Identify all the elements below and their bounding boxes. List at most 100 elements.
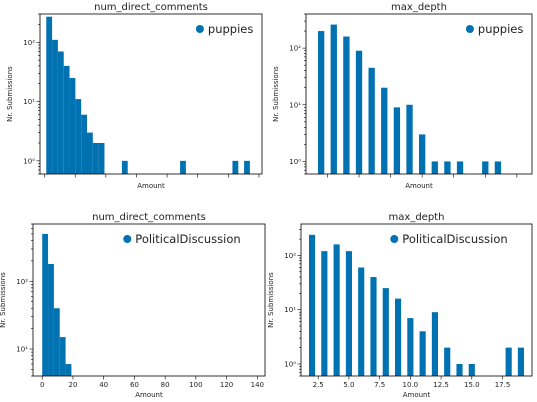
x-tick-label: 5.0 — [343, 381, 354, 389]
y-tick-label: 10² — [284, 252, 296, 260]
bar — [81, 114, 88, 174]
x-tick-label: 100 — [189, 381, 202, 389]
legend-label: puppies — [478, 22, 523, 36]
legend-marker — [390, 235, 399, 243]
y-axis-label: Nr. Submissions — [6, 66, 14, 122]
x-axis-label: Amount — [135, 391, 163, 399]
bar — [355, 50, 363, 174]
chart-panel-2: 10⁰ 10¹ 10² max_depth Amount Nr. Submissions p… — [272, 2, 533, 190]
chart-title: num_direct_comments — [94, 2, 208, 13]
bar — [419, 134, 426, 174]
legend-marker — [195, 25, 204, 33]
bar — [52, 39, 58, 174]
x-tick-label: 20 — [68, 381, 77, 389]
x-tick-label: 80 — [161, 381, 170, 389]
plot-frame — [305, 13, 533, 175]
bar — [494, 161, 502, 174]
legend: puppies — [195, 22, 253, 36]
bar — [48, 263, 54, 376]
bar — [121, 160, 128, 174]
bar — [505, 347, 512, 376]
bar — [321, 251, 328, 376]
bar — [381, 87, 388, 174]
bar — [431, 161, 438, 174]
chart-panel-4: 10⁰ 10¹ 10² 2.5 5.0 7.5 10.0 12.5 15.0 17.5 max_de… — [267, 212, 533, 399]
bar — [42, 233, 49, 376]
bar — [46, 16, 53, 175]
y-tick-label: 10¹ — [16, 346, 28, 354]
legend-marker — [123, 235, 132, 243]
bar — [180, 160, 186, 174]
bar — [393, 107, 401, 174]
bar — [419, 331, 426, 376]
bar — [333, 244, 340, 376]
y-axis-label: Nr. Submissions — [272, 66, 280, 122]
legend: PoliticalDiscussion — [390, 232, 508, 246]
legend: puppies — [465, 22, 523, 36]
y-tick-label: 10² — [289, 45, 301, 53]
x-tick-label: 140 — [251, 381, 264, 389]
bar — [444, 161, 451, 174]
bar — [431, 312, 439, 376]
bar — [92, 143, 99, 174]
x-axis-label: Amount — [137, 182, 165, 190]
bar — [482, 161, 489, 174]
chart-panel-1: 10⁰ 10¹ 10² num_direct_comments Amount Nr. Su… — [6, 2, 263, 190]
chart-panel-3: 10¹ 10² 0 20 40 60 80 100 120 140 num_direct_comme… — [0, 212, 266, 399]
y-tick-label: 10¹ — [23, 98, 35, 106]
plot-frame — [39, 13, 263, 175]
bar — [330, 24, 337, 174]
x-axis-label: Amount — [403, 391, 431, 399]
x-tick-label: 7.5 — [374, 381, 385, 389]
y-axis-label: Nr. Submissions — [0, 272, 7, 328]
plot-frame — [32, 223, 266, 377]
bar — [358, 267, 365, 376]
x-tick-label: 0 — [40, 381, 44, 389]
bar — [456, 363, 463, 376]
y-tick-label: 10¹ — [284, 306, 296, 314]
bar — [343, 36, 350, 174]
bar — [406, 104, 413, 174]
bar — [308, 234, 316, 376]
bar — [75, 99, 82, 174]
bar — [317, 31, 325, 174]
bar — [57, 51, 64, 174]
legend-label: PoliticalDiscussion — [135, 232, 240, 246]
bar — [244, 160, 250, 174]
plot-frame — [300, 223, 533, 377]
x-tick-label: 120 — [220, 381, 233, 389]
y-tick-label: 10⁰ — [284, 360, 296, 368]
x-tick-label: 2.5 — [313, 381, 324, 389]
bar — [53, 308, 60, 376]
bar — [394, 298, 402, 376]
y-tick-label: 10² — [23, 39, 35, 47]
bar — [517, 347, 525, 376]
x-axis-label: Amount — [405, 182, 433, 190]
bar — [456, 161, 464, 174]
bar — [444, 347, 451, 376]
x-tick-label: 40 — [99, 381, 108, 389]
x-tick-label: 17.5 — [495, 381, 511, 389]
chart-title: max_depth — [391, 2, 447, 13]
y-tick-label: 10⁰ — [23, 157, 35, 165]
legend-label: PoliticalDiscussion — [402, 232, 507, 246]
y-tick-label: 10² — [16, 278, 28, 286]
x-tick-label: 12.5 — [433, 381, 449, 389]
legend-marker — [465, 25, 474, 33]
x-tick-label: 15.0 — [464, 381, 480, 389]
bar — [232, 160, 239, 174]
bar — [63, 65, 70, 174]
x-tick-label: 60 — [130, 381, 139, 389]
y-tick-label: 10⁰ — [289, 158, 301, 166]
y-tick-label: 10¹ — [289, 101, 301, 109]
bar — [98, 143, 105, 174]
x-tick-label: 10.0 — [403, 381, 419, 389]
bar — [382, 288, 389, 376]
y-axis-label: Nr. Submissions — [267, 272, 275, 328]
bar — [69, 77, 76, 174]
legend-label: puppies — [208, 22, 253, 36]
bar — [87, 132, 93, 174]
legend: PoliticalDiscussion — [123, 232, 241, 246]
bar — [65, 364, 72, 376]
